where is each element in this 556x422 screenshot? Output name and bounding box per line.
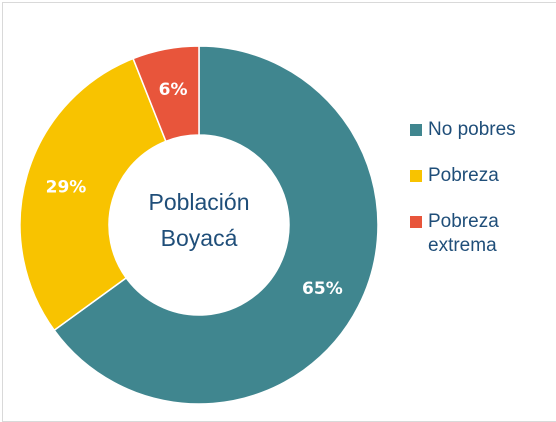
slice-labels: 65% 29% 6% bbox=[46, 80, 343, 299]
slice-pobreza-extrema bbox=[132, 45, 200, 143]
legend-label-pobreza-extrema: Pobreza extrema bbox=[428, 211, 499, 256]
legend-item-pobreza: Pobreza bbox=[410, 164, 516, 188]
legend-item-no-pobres: No pobres bbox=[410, 118, 516, 142]
legend-label-pobreza: Pobreza bbox=[428, 165, 499, 186]
legend-label-no-pobres: No pobres bbox=[428, 119, 516, 140]
center-label-line1: Población bbox=[148, 189, 249, 215]
data-label-pobreza-extrema: 6% bbox=[159, 80, 188, 100]
data-label-no-pobres: 65% bbox=[302, 279, 343, 299]
legend-swatch-no-pobres bbox=[410, 124, 422, 136]
legend-swatch-pobreza-extrema bbox=[410, 216, 422, 228]
legend-swatch-pobreza bbox=[410, 170, 422, 182]
chart-legend: No pobres Pobreza Pobreza extrema bbox=[410, 118, 516, 280]
donut-slices bbox=[19, 45, 379, 405]
slice-pobreza bbox=[19, 57, 167, 332]
legend-item-pobreza-extrema: Pobreza extrema bbox=[410, 210, 516, 258]
slice-no-pobres bbox=[53, 45, 379, 405]
data-label-pobreza: 29% bbox=[46, 177, 87, 197]
center-label-line2: Boyacá bbox=[161, 225, 238, 251]
